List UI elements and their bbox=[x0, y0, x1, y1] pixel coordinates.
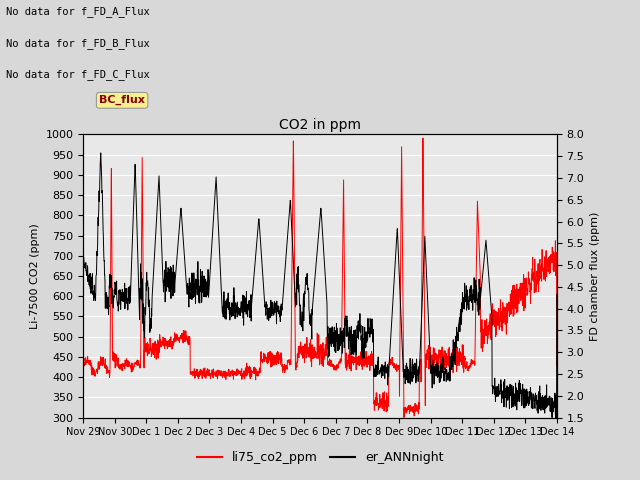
Line: li75_co2_ppm: li75_co2_ppm bbox=[83, 138, 557, 418]
Legend: li75_co2_ppm, er_ANNnight: li75_co2_ppm, er_ANNnight bbox=[191, 446, 449, 469]
er_ANNnight bbox=[104, 300, 111, 306]
Y-axis label: FD chamber flux (ppm): FD chamber flux (ppm) bbox=[590, 211, 600, 341]
er_ANNnight bbox=[452, 344, 460, 350]
li75_co2_ppm bbox=[419, 135, 427, 141]
er_ANNnight bbox=[97, 150, 104, 156]
Text: No data for f_FD_C_Flux: No data for f_FD_C_Flux bbox=[6, 69, 150, 80]
Text: BC_flux: BC_flux bbox=[99, 95, 145, 106]
er_ANNnight bbox=[79, 262, 87, 268]
li75_co2_ppm bbox=[104, 367, 111, 372]
er_ANNnight bbox=[310, 289, 317, 295]
Line: er_ANNnight: er_ANNnight bbox=[83, 153, 557, 418]
Text: No data for f_FD_A_Flux: No data for f_FD_A_Flux bbox=[6, 6, 150, 17]
Y-axis label: Li-7500 CO2 (ppm): Li-7500 CO2 (ppm) bbox=[30, 223, 40, 329]
li75_co2_ppm bbox=[79, 362, 87, 368]
li75_co2_ppm bbox=[452, 369, 460, 374]
li75_co2_ppm bbox=[297, 345, 305, 351]
er_ANNnight bbox=[298, 319, 305, 324]
er_ANNnight bbox=[540, 403, 547, 409]
Text: No data for f_FD_B_Flux: No data for f_FD_B_Flux bbox=[6, 37, 150, 48]
er_ANNnight bbox=[553, 291, 561, 297]
li75_co2_ppm bbox=[553, 363, 561, 369]
li75_co2_ppm bbox=[540, 269, 547, 275]
er_ANNnight bbox=[548, 415, 556, 420]
Title: CO2 in ppm: CO2 in ppm bbox=[279, 118, 361, 132]
li75_co2_ppm bbox=[400, 415, 408, 420]
li75_co2_ppm bbox=[540, 265, 547, 271]
er_ANNnight bbox=[540, 407, 547, 413]
li75_co2_ppm bbox=[310, 348, 317, 353]
